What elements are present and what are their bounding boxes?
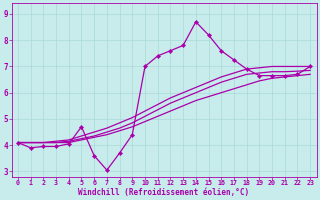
X-axis label: Windchill (Refroidissement éolien,°C): Windchill (Refroidissement éolien,°C): [78, 188, 250, 197]
